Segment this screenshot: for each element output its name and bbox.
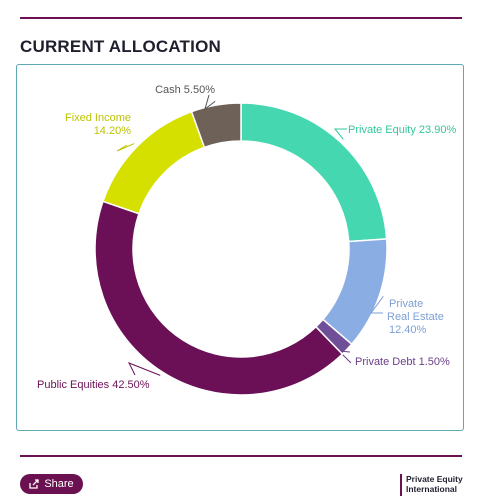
top-divider xyxy=(20,17,462,19)
slice-public-equities[interactable] xyxy=(94,200,344,396)
slice-label-private-debt: Private Debt 1.50% xyxy=(355,356,450,368)
chart-card: Private Equity 23.90% Private Real Estate 1… xyxy=(16,64,464,431)
share-icon xyxy=(29,479,39,489)
slice-cash[interactable] xyxy=(190,102,242,149)
slice-label-fixed-income: Fixed Income 14.20% xyxy=(65,112,131,137)
share-label: Share xyxy=(44,478,74,490)
brand-line-1: Private Equity xyxy=(406,474,463,484)
leader-line-cash xyxy=(204,94,216,111)
brand-logo: Private Equity International xyxy=(400,474,463,496)
leader-line-private-equity xyxy=(333,128,347,140)
bottom-divider xyxy=(20,455,462,457)
slice-label-private-equity: Private Equity 23.90% xyxy=(348,124,456,136)
share-button[interactable]: Share xyxy=(20,474,83,494)
slice-label-public-equities: Public Equities 42.50% xyxy=(37,379,150,391)
donut-chart: Private Equity 23.90% Private Real Estate 1… xyxy=(37,84,456,396)
slice-label-cash: Cash 5.50% xyxy=(155,84,215,96)
leader-line-private-real-estate xyxy=(370,295,384,314)
leader-line-public-equities xyxy=(127,362,161,376)
slice-label-private-real-estate: Private Real Estate 12.40% xyxy=(387,298,444,336)
brand-line-2: International xyxy=(406,484,458,494)
chart-title: CURRENT ALLOCATION xyxy=(20,37,221,56)
leader-line-fixed-income xyxy=(116,143,135,152)
